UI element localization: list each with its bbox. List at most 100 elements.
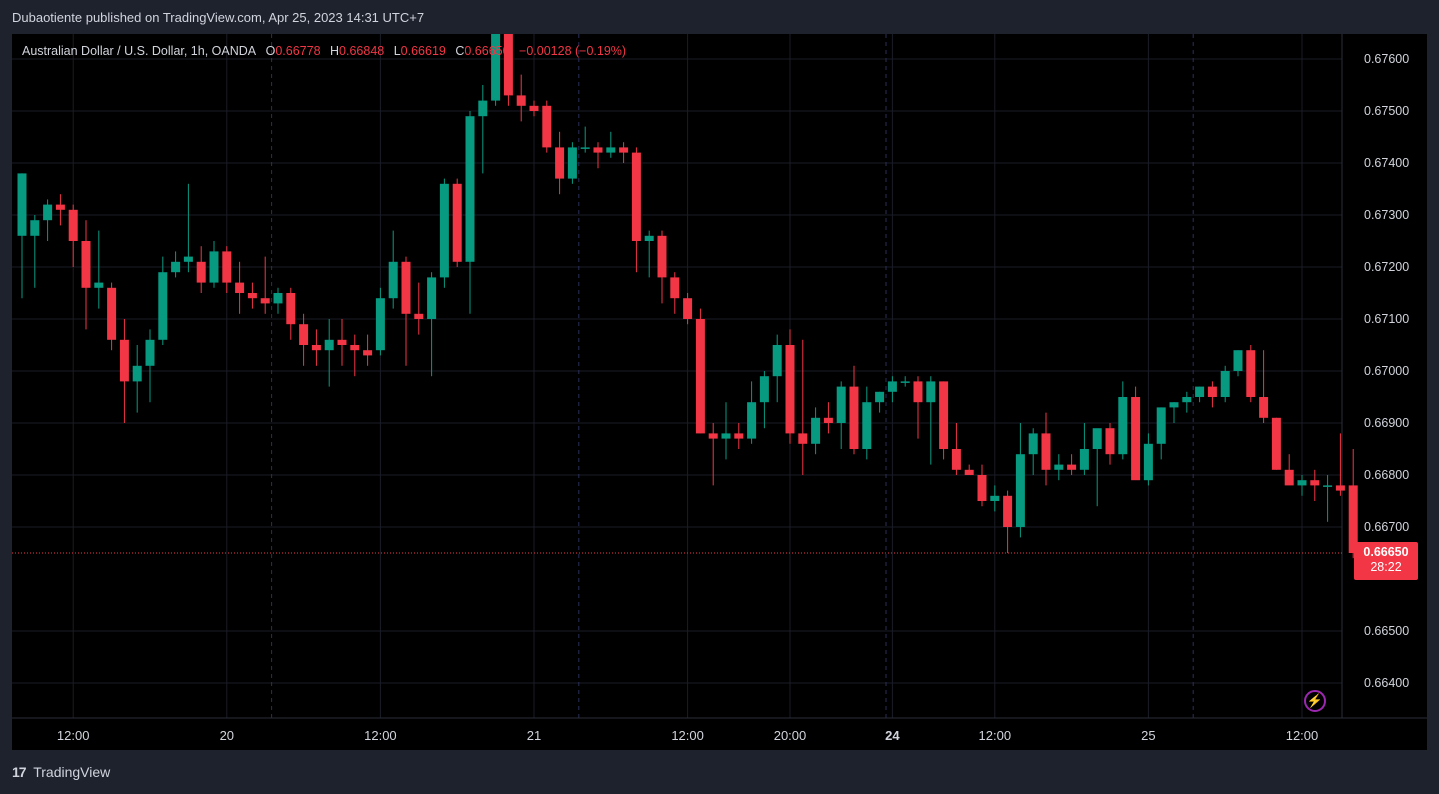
candle-body	[1156, 407, 1166, 444]
publisher-text: Dubaotiente published on TradingView.com…	[12, 10, 425, 25]
candle-body	[836, 386, 846, 423]
x-tick-label: 21	[527, 728, 541, 743]
candle-body	[273, 293, 283, 304]
candle-body	[171, 261, 181, 273]
ohlc-legend: Australian Dollar / U.S. Dollar, 1h, OAN…	[22, 44, 626, 58]
candle-body	[401, 261, 411, 314]
candle-body	[337, 339, 347, 345]
candle-body	[542, 105, 552, 148]
candle-body	[55, 204, 65, 210]
candle-body	[721, 433, 731, 439]
lightning-bolt-icon[interactable]: ⚡	[1304, 690, 1326, 712]
last-price-tag: 0.66650 28:22	[1354, 542, 1418, 580]
candle-body	[439, 183, 449, 278]
x-tick-label: 12:00	[364, 728, 397, 743]
candle-body	[670, 277, 680, 299]
candle-body	[798, 433, 808, 444]
candle-body	[94, 282, 104, 288]
candle-body	[1297, 480, 1307, 486]
candle-body	[1348, 485, 1358, 553]
open-value: 0.66778	[275, 44, 321, 58]
low-label: L	[393, 44, 401, 58]
candle-body	[1041, 433, 1051, 470]
y-tick-label: 0.67000	[1364, 364, 1409, 378]
y-tick-label: 0.67300	[1364, 208, 1409, 222]
x-tick-label: 12:00	[979, 728, 1012, 743]
candle-body	[1220, 371, 1230, 397]
change-value: −0.00128 (−0.19%)	[519, 44, 627, 58]
candle-body	[1054, 464, 1064, 470]
x-tick-label: 24	[885, 728, 900, 743]
candle-body	[1284, 469, 1294, 486]
candle-body	[478, 100, 488, 117]
chart-frame[interactable]: 0.67600 0.67500 0.67400 0.67300 0.67200 0.671…	[12, 34, 1427, 750]
candle-body	[644, 235, 654, 241]
candle-body	[887, 381, 897, 392]
candle-body	[491, 34, 501, 101]
candle-body	[990, 495, 1000, 501]
candle-body	[235, 282, 245, 293]
y-tick-label: 0.67100	[1364, 312, 1409, 326]
candle-body	[286, 293, 296, 325]
candle-body	[580, 147, 590, 149]
candle-body	[619, 147, 629, 153]
candle-body	[465, 116, 475, 262]
candle-body	[158, 272, 168, 340]
candle-body	[107, 287, 117, 340]
x-tick-label: 12:00	[57, 728, 90, 743]
candle-body	[1169, 402, 1179, 408]
symbol-title[interactable]: Australian Dollar / U.S. Dollar, 1h, OAN…	[22, 44, 257, 58]
candle-body	[1207, 386, 1217, 397]
candle-body	[1323, 485, 1333, 487]
candle-body	[939, 381, 949, 449]
candle-body	[977, 475, 987, 501]
candle-body	[119, 339, 129, 382]
candle-body	[1067, 464, 1077, 470]
y-tick-label: 0.66500	[1364, 624, 1409, 638]
x-tick-label: 12:00	[1286, 728, 1319, 743]
x-tick-label: 12:00	[671, 728, 704, 743]
candle-body	[1246, 350, 1256, 397]
candle-body	[30, 220, 40, 236]
candlestick-chart[interactable]: 0.67600 0.67500 0.67400 0.67300 0.67200 0.671…	[12, 34, 1427, 750]
last-price-value: 0.66650	[1363, 545, 1409, 559]
y-tick-label: 0.67600	[1364, 52, 1409, 66]
close-label: C	[455, 44, 465, 58]
tradingview-logo-icon: 17	[12, 764, 27, 780]
candle-body	[68, 209, 78, 241]
candle-body	[926, 381, 936, 403]
candle-body	[593, 147, 603, 153]
candle-body	[1233, 350, 1243, 371]
candle-body	[759, 376, 769, 403]
candle-body	[1271, 417, 1281, 470]
candle-body	[734, 433, 744, 439]
footer-brand: 17 TradingView	[12, 764, 110, 780]
candle-body	[529, 105, 539, 111]
candle-body	[1015, 454, 1025, 527]
candle-body	[772, 345, 782, 377]
candle-body	[299, 324, 309, 345]
y-tick-label: 0.66800	[1364, 468, 1409, 482]
candle-body	[363, 350, 373, 356]
candle-body	[1335, 485, 1345, 491]
y-tick-label: 0.66400	[1364, 676, 1409, 690]
candle-body	[1092, 428, 1102, 449]
candle-body	[900, 381, 910, 383]
candle-body	[785, 345, 795, 434]
high-value: 0.66848	[339, 44, 385, 58]
y-tick-label: 0.66900	[1364, 416, 1409, 430]
candle-body	[1003, 495, 1013, 527]
candle-body	[503, 34, 513, 96]
close-value: 0.66650	[464, 44, 510, 58]
candle-body	[1028, 433, 1038, 455]
candle-body	[913, 381, 923, 403]
candle-body	[964, 469, 974, 475]
candle-body	[132, 365, 142, 382]
candle-body	[81, 241, 91, 288]
candle-body	[657, 235, 667, 278]
candle-body	[695, 319, 705, 434]
candle-body	[17, 173, 27, 236]
bar-countdown: 28:22	[1370, 560, 1402, 574]
candle-body	[1105, 428, 1115, 455]
brand-name: TradingView	[33, 764, 111, 780]
